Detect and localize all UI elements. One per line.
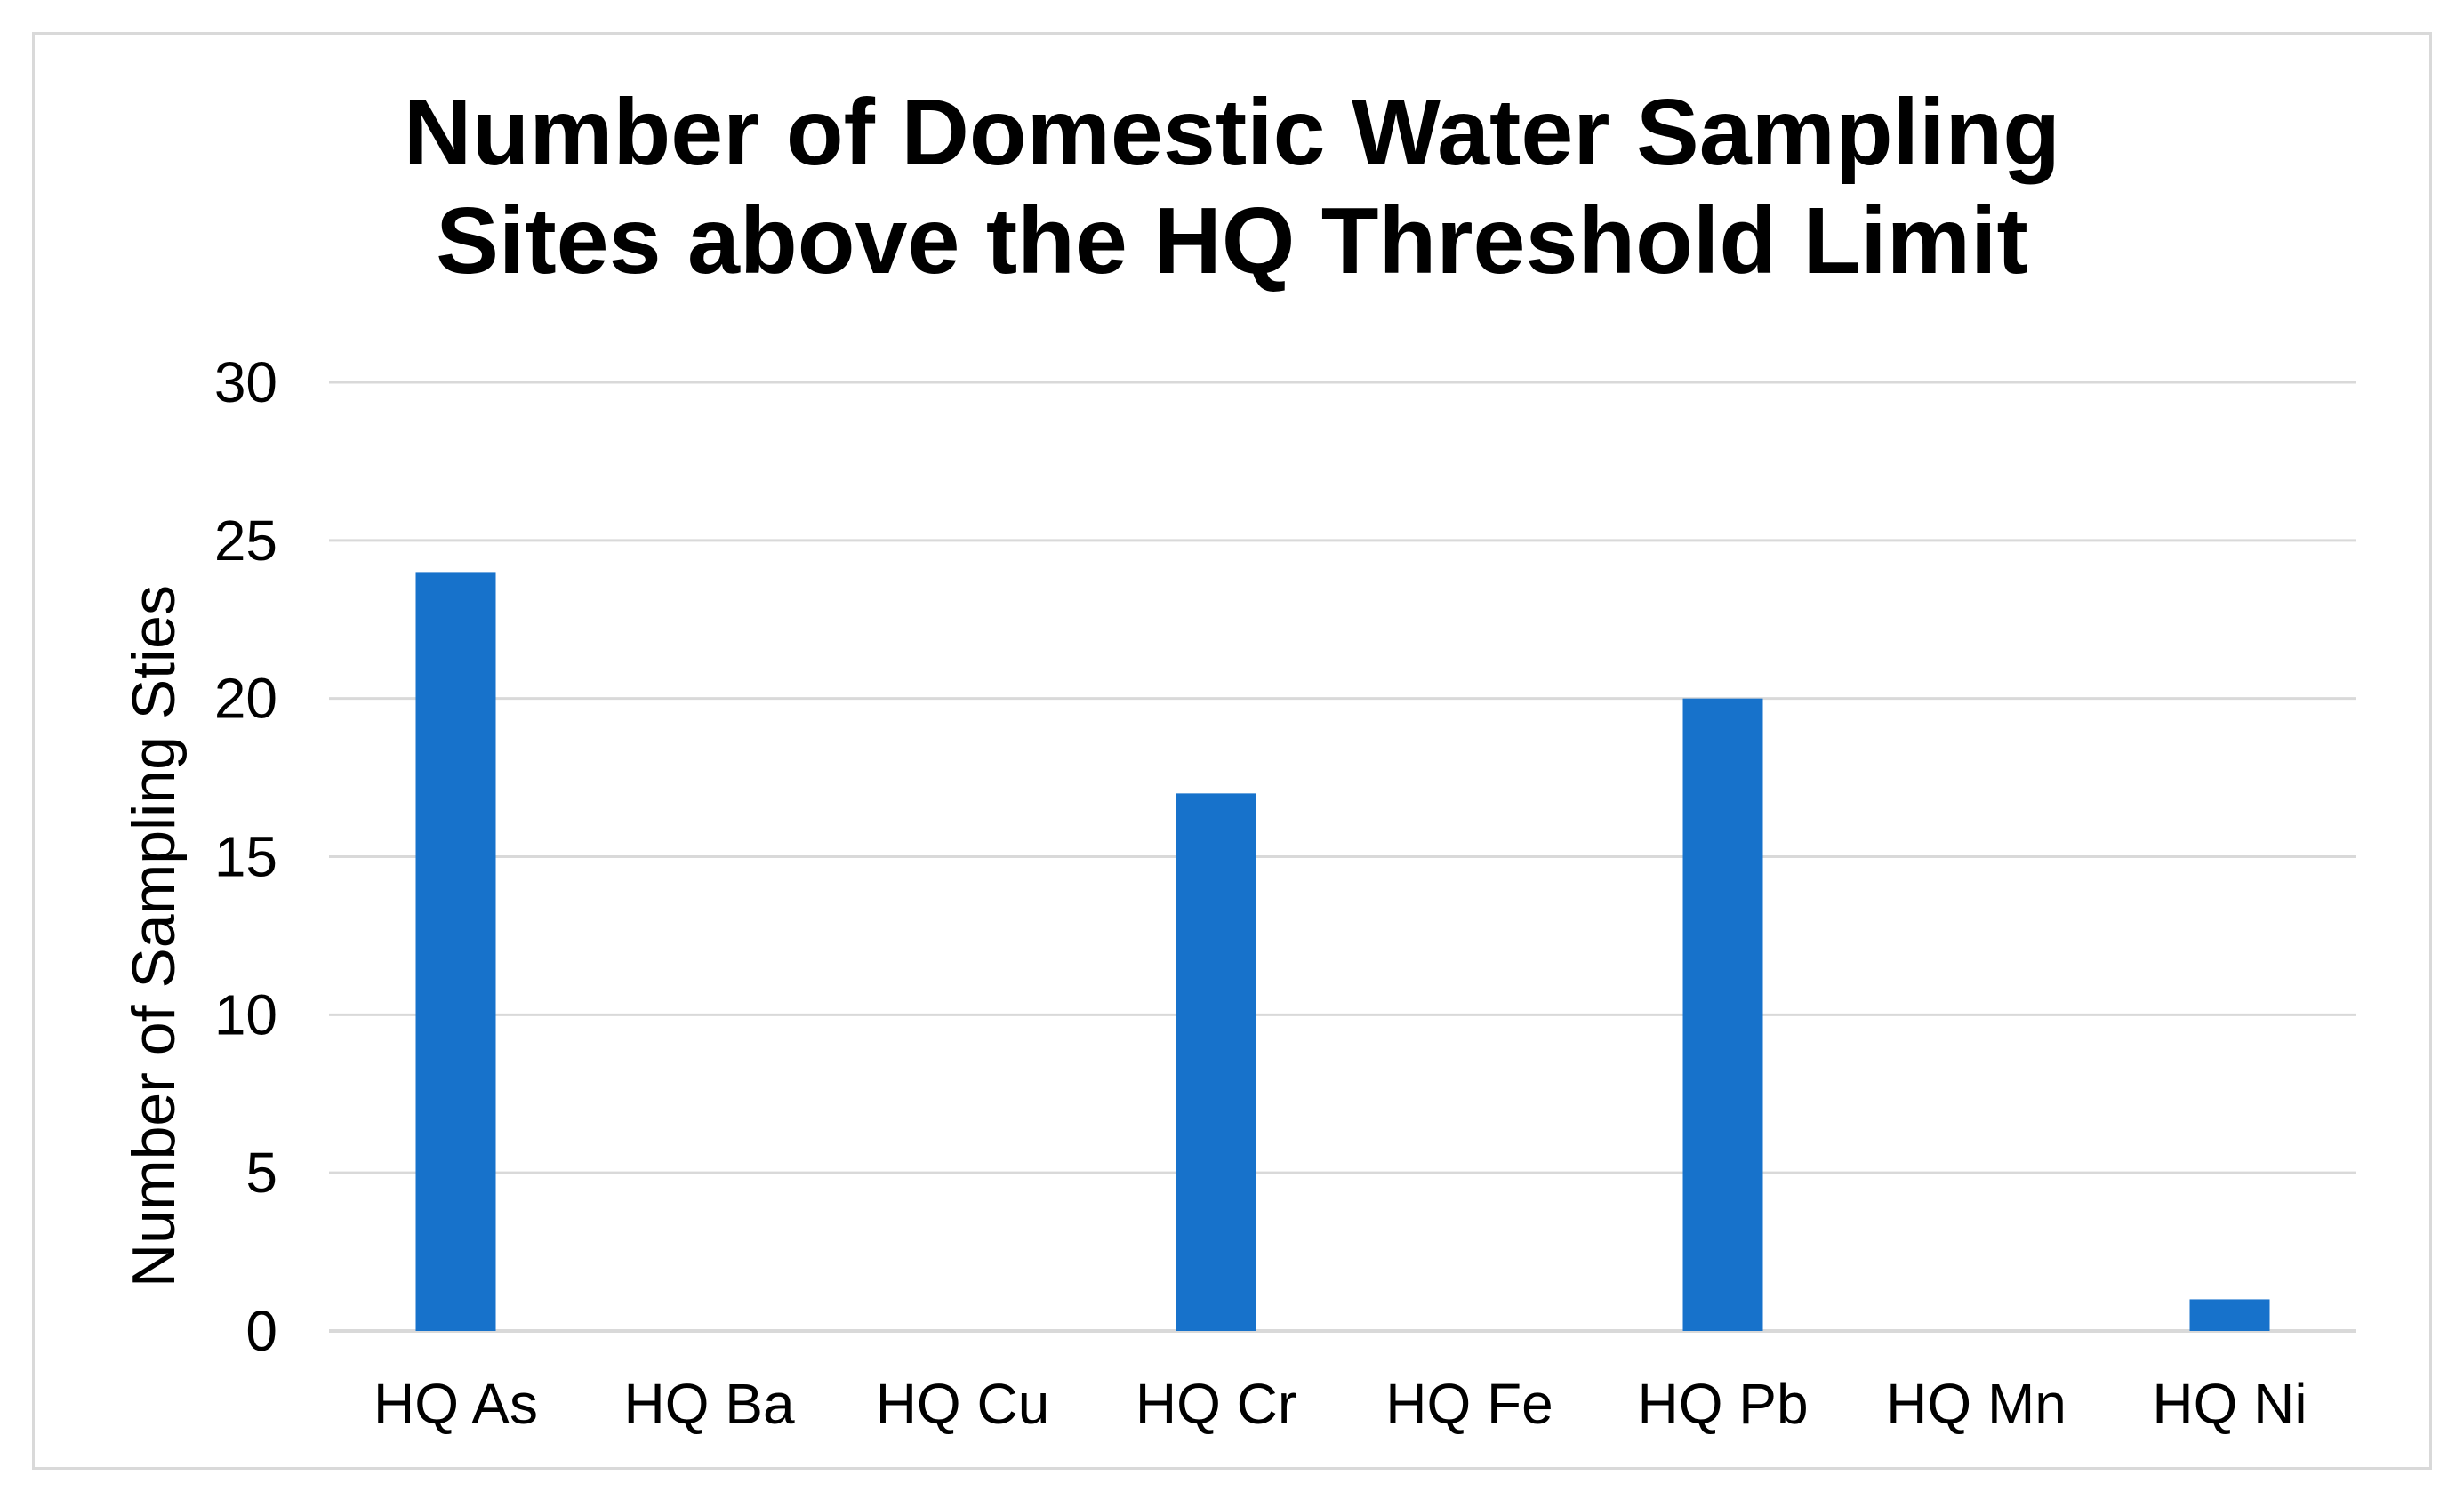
y-tick-label: 15 bbox=[214, 825, 277, 889]
x-tick-label: HQ Ni bbox=[2152, 1372, 2307, 1436]
x-tick-label: HQ As bbox=[373, 1372, 538, 1436]
x-tick-label: HQ Mn bbox=[1886, 1372, 2067, 1436]
chart-title-line-1: Number of Domestic Water Sampling bbox=[403, 80, 2061, 185]
x-tick-label: HQ Pb bbox=[1637, 1372, 1808, 1436]
y-tick-labels: 0 5 10 15 20 25 30 bbox=[214, 350, 277, 1363]
y-tick-label: 30 bbox=[214, 350, 277, 414]
gridlines bbox=[329, 381, 2356, 1333]
x-tick-label: HQ Ba bbox=[623, 1372, 794, 1436]
bars bbox=[415, 572, 2270, 1331]
bar-hq-pb bbox=[1682, 698, 1763, 1331]
chart-title: Number of Domestic Water Sampling Sites … bbox=[0, 78, 2464, 295]
bar-hq-cr bbox=[1176, 793, 1256, 1331]
x-tick-label: HQ Cr bbox=[1136, 1372, 1296, 1436]
bar-hq-ni bbox=[2189, 1299, 2270, 1331]
y-tick-label: 20 bbox=[214, 667, 277, 731]
y-tick-label: 25 bbox=[214, 509, 277, 573]
y-tick-label: 5 bbox=[245, 1141, 277, 1205]
x-tick-labels: HQ As HQ Ba HQ Cu HQ Cr HQ Fe HQ Pb HQ Mn HQ Ni bbox=[373, 1372, 2307, 1436]
bar-hq-as bbox=[415, 572, 496, 1331]
y-axis-title: Number of Sampling Sties bbox=[120, 585, 188, 1287]
y-tick-label: 0 bbox=[245, 1299, 277, 1363]
x-tick-label: HQ Cu bbox=[876, 1372, 1050, 1436]
y-tick-label: 10 bbox=[214, 982, 277, 1046]
x-tick-label: HQ Fe bbox=[1385, 1372, 1553, 1436]
chart-title-line-2: Sites above the HQ Threshold Limit bbox=[436, 188, 2028, 293]
